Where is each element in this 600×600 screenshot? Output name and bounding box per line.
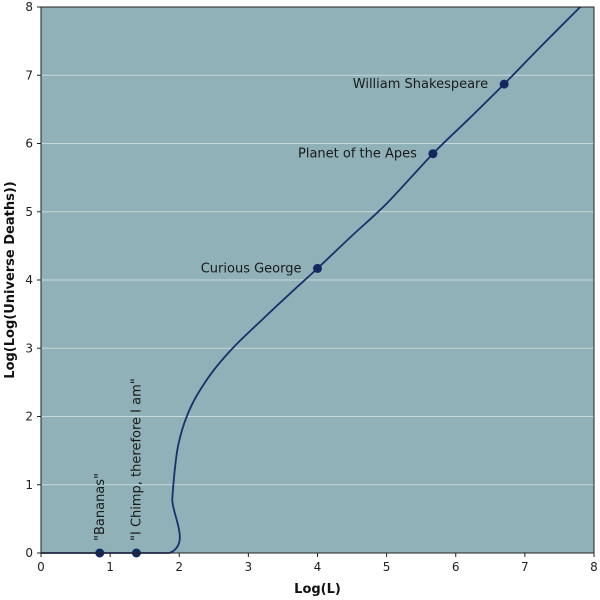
data-point <box>313 263 322 273</box>
point-annotation: Planet of the Apes <box>298 147 417 162</box>
x-tick-label: 2 <box>175 560 183 574</box>
point-annotation: William Shakespeare <box>353 77 488 92</box>
x-axis-ticks: 0 1 2 3 4 5 6 7 8 <box>37 553 598 574</box>
y-tick-label: 4 <box>25 273 33 287</box>
y-tick-label: 1 <box>25 478 33 492</box>
x-tick-label: 6 <box>452 560 460 574</box>
x-tick-label: 5 <box>383 560 391 574</box>
point-annotation: "Bananas" <box>93 473 108 541</box>
gridlines <box>41 74 594 486</box>
y-axis-label: Log(Log(Universe Deaths)) <box>3 181 18 378</box>
point-annotation: "I Chimp, therefore I am" <box>129 378 144 541</box>
x-tick-label: 1 <box>106 560 114 574</box>
x-axis-label: Log(L) <box>294 582 341 597</box>
y-tick-label: 6 <box>25 137 33 151</box>
y-tick-label: 2 <box>25 410 33 424</box>
x-tick-label: 0 <box>37 560 45 574</box>
x-tick-label: 8 <box>590 560 598 574</box>
data-point <box>428 149 438 159</box>
point-annotation: Curious George <box>201 261 302 276</box>
data-points: "Bananas" "I Chimp, therefore I am" Curiou… <box>93 77 509 558</box>
y-tick-label: 8 <box>25 0 33 14</box>
data-point <box>499 79 509 89</box>
x-tick-label: 4 <box>314 560 322 574</box>
x-tick-label: 7 <box>521 560 529 574</box>
y-tick-label: 3 <box>25 341 33 355</box>
y-tick-label: 5 <box>25 205 33 219</box>
x-tick-label: 3 <box>245 560 253 574</box>
series-line <box>41 6 581 554</box>
y-axis-ticks: 0 1 2 3 4 5 6 7 8 <box>25 0 41 560</box>
y-tick-label: 0 <box>25 546 33 560</box>
y-tick-label: 7 <box>25 68 33 82</box>
